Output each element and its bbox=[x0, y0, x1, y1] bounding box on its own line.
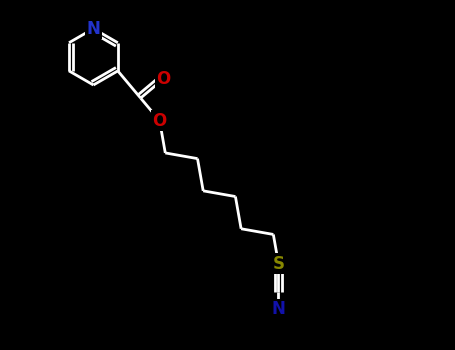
Text: S: S bbox=[273, 254, 284, 273]
Text: N: N bbox=[86, 20, 101, 38]
Text: N: N bbox=[272, 300, 285, 318]
Text: O: O bbox=[156, 70, 170, 88]
Text: O: O bbox=[152, 112, 167, 130]
